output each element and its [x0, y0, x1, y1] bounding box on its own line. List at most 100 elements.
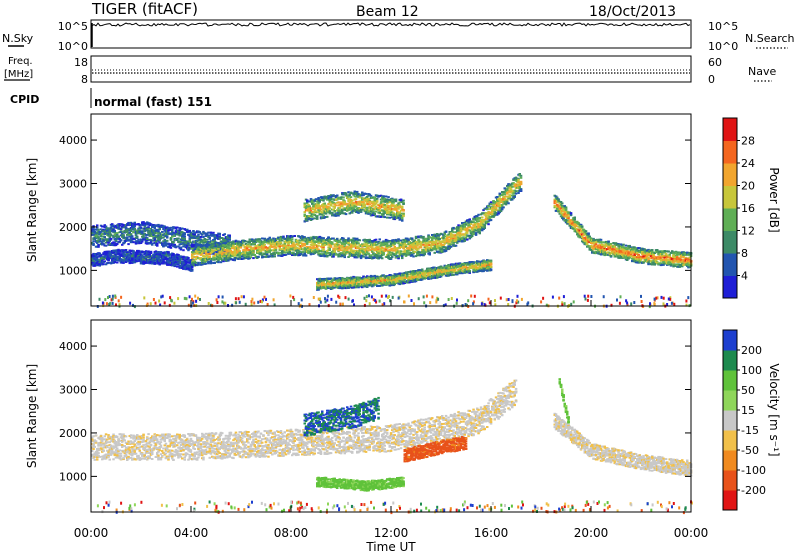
power-echo-cell — [240, 247, 243, 249]
cpid-label: CPID — [10, 93, 39, 106]
power-echo-cell — [329, 207, 332, 209]
power-echo-cell — [466, 239, 469, 241]
power-echo-cell — [105, 245, 108, 247]
power-echo-cell — [515, 193, 518, 195]
power-echo-cell — [290, 248, 293, 250]
power-echo-cell — [166, 240, 169, 242]
station-title: TIGER (fitACF) — [91, 0, 198, 18]
power-echo-cell — [224, 249, 227, 251]
power-echo-cell — [209, 256, 212, 258]
beam-title: Beam 12 — [356, 4, 419, 20]
power-echo-cell — [251, 238, 254, 240]
power-echo-cell — [180, 241, 183, 243]
power-echo-cell — [322, 200, 325, 202]
power-echo-cell — [147, 228, 150, 230]
nave-label: Nave — [748, 65, 776, 78]
power-echo-cell — [96, 224, 99, 226]
power-echo-cell — [157, 230, 160, 232]
power-echo-cell — [219, 238, 222, 240]
power-echo-cell — [151, 226, 154, 228]
power-echo-cell — [132, 241, 135, 243]
power-echo-cell — [501, 191, 504, 193]
power-echo-cell — [224, 233, 227, 235]
power-echo-cell — [309, 205, 312, 207]
power-echo-cell — [350, 202, 353, 204]
power-echo-cell — [332, 256, 335, 258]
power-echo-cell — [127, 243, 130, 245]
power-echo-cell — [414, 251, 417, 253]
power-echo-cell — [479, 232, 482, 234]
power-echo-cell — [420, 244, 423, 246]
power-echo-cell — [352, 202, 355, 204]
power-echo-cell — [170, 227, 173, 229]
power-echo-cell — [444, 240, 447, 242]
power-echo-cell — [191, 248, 194, 250]
power-echo-cell — [186, 229, 189, 231]
power-echo-cell — [347, 191, 350, 193]
freq-label-2: [MHz] — [4, 69, 33, 80]
power-echo-cell — [386, 243, 389, 245]
power-echo-cell — [304, 244, 307, 246]
power-echo-cell — [375, 241, 378, 243]
power-echo-cell — [134, 223, 137, 225]
power-echo-cell — [500, 210, 503, 212]
power-echo-cell — [110, 254, 113, 256]
power-echo-cell — [289, 251, 292, 253]
power-echo-cell — [229, 247, 232, 249]
power-echo-cell — [276, 241, 279, 243]
power-echo-cell — [450, 243, 453, 245]
power-echo-cell — [116, 243, 119, 245]
power-echo-cell — [520, 177, 523, 179]
power-echo-cell — [465, 237, 468, 239]
power-echo-cell — [152, 234, 155, 236]
power-echo-cell — [202, 236, 205, 238]
power-echo-cell — [484, 227, 487, 229]
freq-tick-low: 8 — [81, 73, 88, 86]
power-echo-cell — [277, 255, 280, 257]
power-echo-cell — [342, 197, 345, 199]
power-echo-cell — [337, 201, 340, 203]
power-echo-cell — [322, 237, 325, 239]
power-echo-cell — [371, 250, 374, 252]
power-echo-cell — [92, 243, 95, 245]
power-echo-cell — [265, 246, 268, 248]
power-echo-cell — [371, 248, 374, 250]
power-echo-cell — [204, 256, 207, 258]
power-echo-cell — [97, 244, 100, 246]
power-echo-cell — [351, 200, 354, 202]
power-echo-cell — [324, 203, 327, 205]
power-echo-cell — [476, 220, 479, 222]
power-echo-cell — [306, 199, 309, 201]
power-echo-cell — [262, 256, 265, 258]
power-echo-cell — [464, 226, 467, 228]
power-echo-cell — [207, 232, 210, 234]
noise-tick-high: 10^5 — [58, 20, 88, 33]
power-echo-cell — [191, 244, 194, 246]
power-echo-cell — [364, 239, 367, 241]
power-echo-cell — [315, 210, 318, 212]
power-echo-cell — [180, 243, 183, 245]
power-echo-cell — [341, 212, 344, 214]
power-echo-cell — [375, 239, 378, 241]
power-echo-cell — [275, 247, 278, 249]
power-echo-cell — [379, 238, 382, 240]
power-echo-cell — [456, 230, 459, 232]
power-echo-cell — [415, 241, 418, 243]
power-echo-cell — [141, 230, 144, 232]
noise-tick-low-right: 10^0 — [708, 40, 738, 53]
power-echo-cell — [514, 196, 517, 198]
power-echo-cell — [252, 250, 255, 252]
power-echo-cell — [506, 189, 509, 191]
power-echo-cell — [130, 230, 133, 232]
power-echo-cell — [156, 243, 159, 245]
power-echo-cell — [206, 253, 209, 255]
power-echo-cell — [182, 249, 185, 251]
power-echo-cell — [230, 258, 233, 260]
power-echo-cell — [261, 238, 264, 240]
power-echo-cell — [492, 204, 495, 206]
power-echo-cell — [386, 245, 389, 247]
power-echo-cell — [201, 252, 204, 254]
power-echo-cell — [285, 245, 288, 247]
power-echo-cell — [255, 247, 258, 249]
